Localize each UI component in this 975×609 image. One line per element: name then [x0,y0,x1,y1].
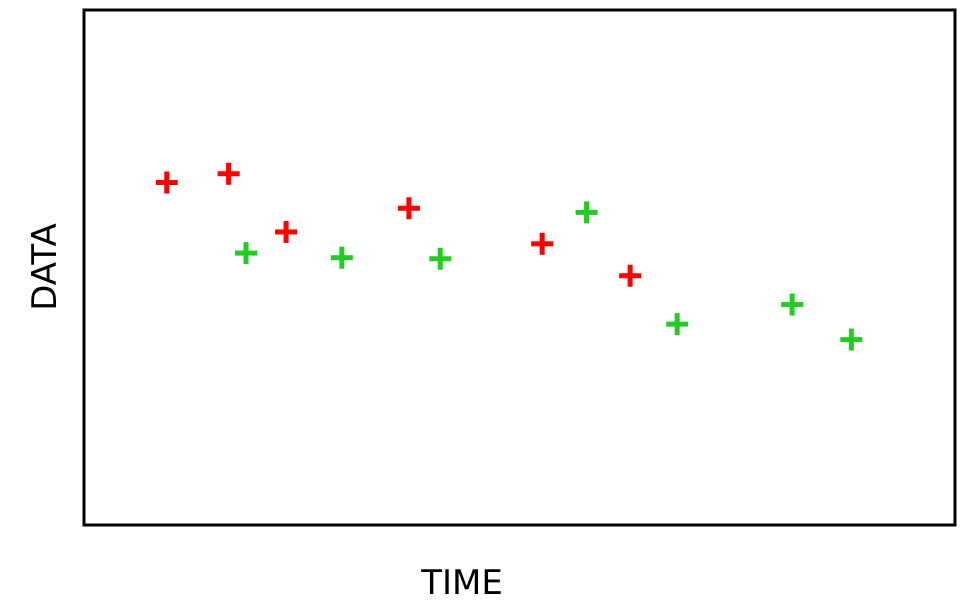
data-point [666,313,689,336]
x-axis-label: TIME [420,563,503,603]
data-points [155,162,863,351]
data-point [840,328,863,351]
data-point [217,162,240,185]
data-point [330,246,353,269]
y-axis-label: DATA [25,223,65,311]
data-point [397,197,420,220]
data-point [155,171,178,194]
data-point [781,293,804,316]
data-point [235,242,258,265]
data-point [531,232,554,255]
data-point [275,220,298,243]
plot-frame [82,8,957,527]
data-point [619,264,642,287]
data-point [575,201,598,224]
data-point [429,247,452,270]
